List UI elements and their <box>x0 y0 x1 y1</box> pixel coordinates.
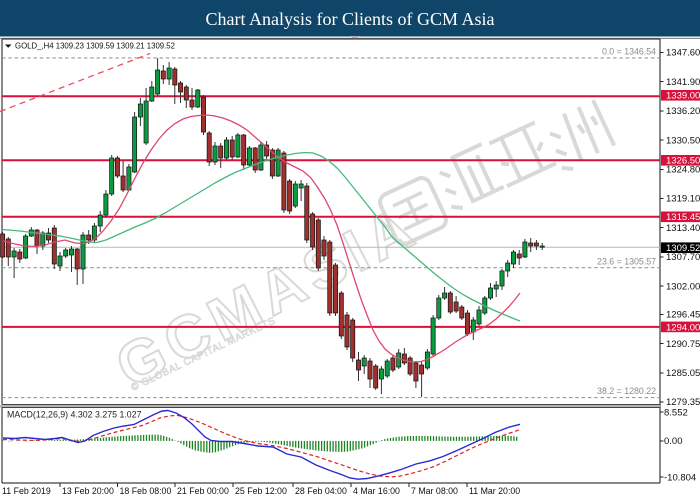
svg-text:38.2 = 1280.22: 38.2 = 1280.22 <box>597 386 656 396</box>
svg-text:1324.80: 1324.80 <box>666 165 700 176</box>
svg-text:-10.804: -10.804 <box>664 472 696 483</box>
svg-text:11 Mar 20:00: 11 Mar 20:00 <box>469 486 520 496</box>
svg-text:1341.90: 1341.90 <box>666 77 700 88</box>
svg-text:25 Feb 12:00: 25 Feb 12:00 <box>235 486 287 496</box>
svg-text:7 Mar 08:00: 7 Mar 08:00 <box>411 486 458 496</box>
svg-text:1313.40: 1313.40 <box>666 223 700 234</box>
svg-text:28 Feb 04:00: 28 Feb 04:00 <box>295 486 347 496</box>
svg-text:Chart Analysis for Clients of: Chart Analysis for Clients of GCM Asia <box>206 9 495 29</box>
svg-text:1302.00: 1302.00 <box>666 281 700 292</box>
svg-text:1315.45: 1315.45 <box>666 212 700 223</box>
svg-text:1339.00: 1339.00 <box>666 91 700 102</box>
svg-text:GOLD_,H4 1309.23 1309.59 1309: GOLD_,H4 1309.23 1309.59 1309.21 1309.52 <box>15 42 175 51</box>
svg-text:18 Feb 08:00: 18 Feb 08:00 <box>120 486 172 496</box>
svg-text:13 Feb 20:00: 13 Feb 20:00 <box>62 486 114 496</box>
svg-text:23.6 = 1305.57: 23.6 = 1305.57 <box>597 256 656 266</box>
svg-text:4 Mar 16:00: 4 Mar 16:00 <box>353 486 400 496</box>
svg-text:1347.60: 1347.60 <box>666 48 700 59</box>
svg-text:1296.45: 1296.45 <box>666 310 700 321</box>
svg-text:8.552: 8.552 <box>664 407 688 418</box>
svg-text:1336.20: 1336.20 <box>666 106 700 117</box>
svg-text:1294.00: 1294.00 <box>666 322 700 333</box>
svg-text:21 Feb 00:00: 21 Feb 00:00 <box>177 486 229 496</box>
svg-text:MACD(12,26,9) 4.302 3.275 1.02: MACD(12,26,9) 4.302 3.275 1.027 <box>7 410 142 420</box>
svg-text:1330.50: 1330.50 <box>666 135 700 146</box>
svg-text:11 Feb 2019: 11 Feb 2019 <box>2 486 51 496</box>
svg-text:1326.50: 1326.50 <box>666 156 700 167</box>
svg-text:1290.75: 1290.75 <box>666 339 700 350</box>
svg-text:0.00: 0.00 <box>664 436 683 447</box>
svg-text:0.0 = 1346.54: 0.0 = 1346.54 <box>602 47 656 57</box>
svg-text:1319.10: 1319.10 <box>666 194 700 205</box>
svg-text:1279.35: 1279.35 <box>666 397 700 408</box>
svg-text:1285.05: 1285.05 <box>666 368 700 379</box>
svg-text:1309.52: 1309.52 <box>666 243 700 254</box>
svg-text:1307.70: 1307.70 <box>666 252 700 263</box>
